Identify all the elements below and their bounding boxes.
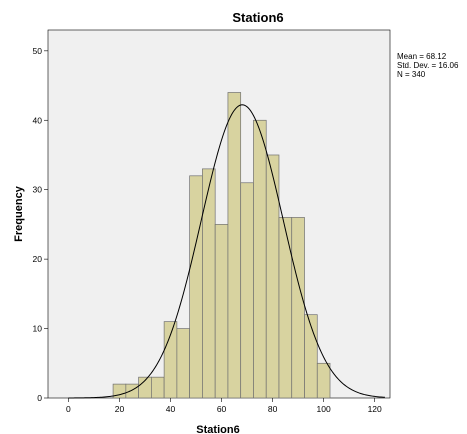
y-tick-label: 40 [33,115,43,125]
histogram-bar [151,376,165,399]
y-axis-title: Frequency [13,185,25,242]
histogram-bar [291,217,305,399]
x-tick-label: 0 [66,404,71,414]
y-tick-label: 30 [33,185,43,195]
histogram-bar [316,362,331,399]
stats-n: N = 340 [397,70,426,79]
y-tick-label: 10 [33,324,43,334]
x-tick-label: 60 [217,404,227,414]
x-tick-label: 120 [368,404,382,414]
y-tick-label: 20 [33,254,43,264]
chart-title: Station6 [232,10,283,25]
stats-std-dev: Std. Dev. = 16.06 [397,61,459,70]
stats-mean: Mean = 68.12 [397,52,447,61]
y-tick-label: 50 [33,46,43,56]
histogram-bar [163,321,178,399]
histogram-bar [227,92,242,399]
bars-layer [112,92,331,399]
histogram-bar [202,168,216,399]
x-axis-title: Station6 [196,424,239,434]
histogram-bar [176,328,190,399]
histogram-bar [253,119,267,399]
histogram-bar [189,175,203,399]
histogram-bar [240,182,254,399]
x-tick-label: 100 [317,404,331,414]
x-axis: 0 20 40 60 80 100 120 [66,398,382,414]
x-tick-label: 40 [166,404,176,414]
normal-curve [68,104,385,399]
histogram-bar [278,217,293,399]
histogram-bar [214,224,229,399]
y-tick-label: 0 [37,393,42,403]
x-tick-label: 20 [115,404,125,414]
x-tick-label: 80 [268,404,278,414]
histogram-bar [125,383,139,399]
y-axis: 0 10 20 30 40 50 [33,46,48,403]
